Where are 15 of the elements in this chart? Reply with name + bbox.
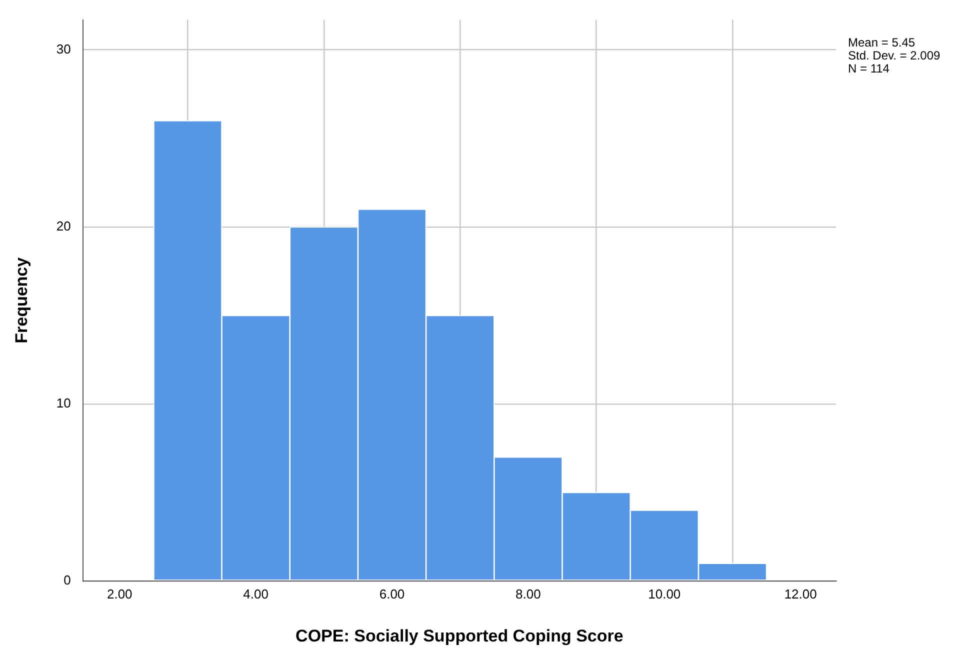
x-tick-label: 10.00 [648,586,681,602]
x-tick-label: 8.00 [516,586,541,602]
x-tick-label: 12.00 [784,586,817,602]
x-tick-label: 2.00 [106,586,132,602]
y-tick-label: 30 [56,41,71,56]
text: Std. Dev. = 2.009 [848,48,940,62]
x-axis-title: COPE: Socially Supported Coping Score [296,626,624,646]
y-tick-label: 10 [56,396,71,411]
x-tick-label: 6.00 [379,586,405,602]
y-tick-label: 0 [64,572,71,588]
y-axis-title: Frequency [12,256,31,344]
text: Mean = 5.45 [848,35,916,50]
x-tick-label: 4.00 [243,586,268,602]
text: N = 114 [848,61,890,76]
y-tick-label: 20 [56,218,71,234]
